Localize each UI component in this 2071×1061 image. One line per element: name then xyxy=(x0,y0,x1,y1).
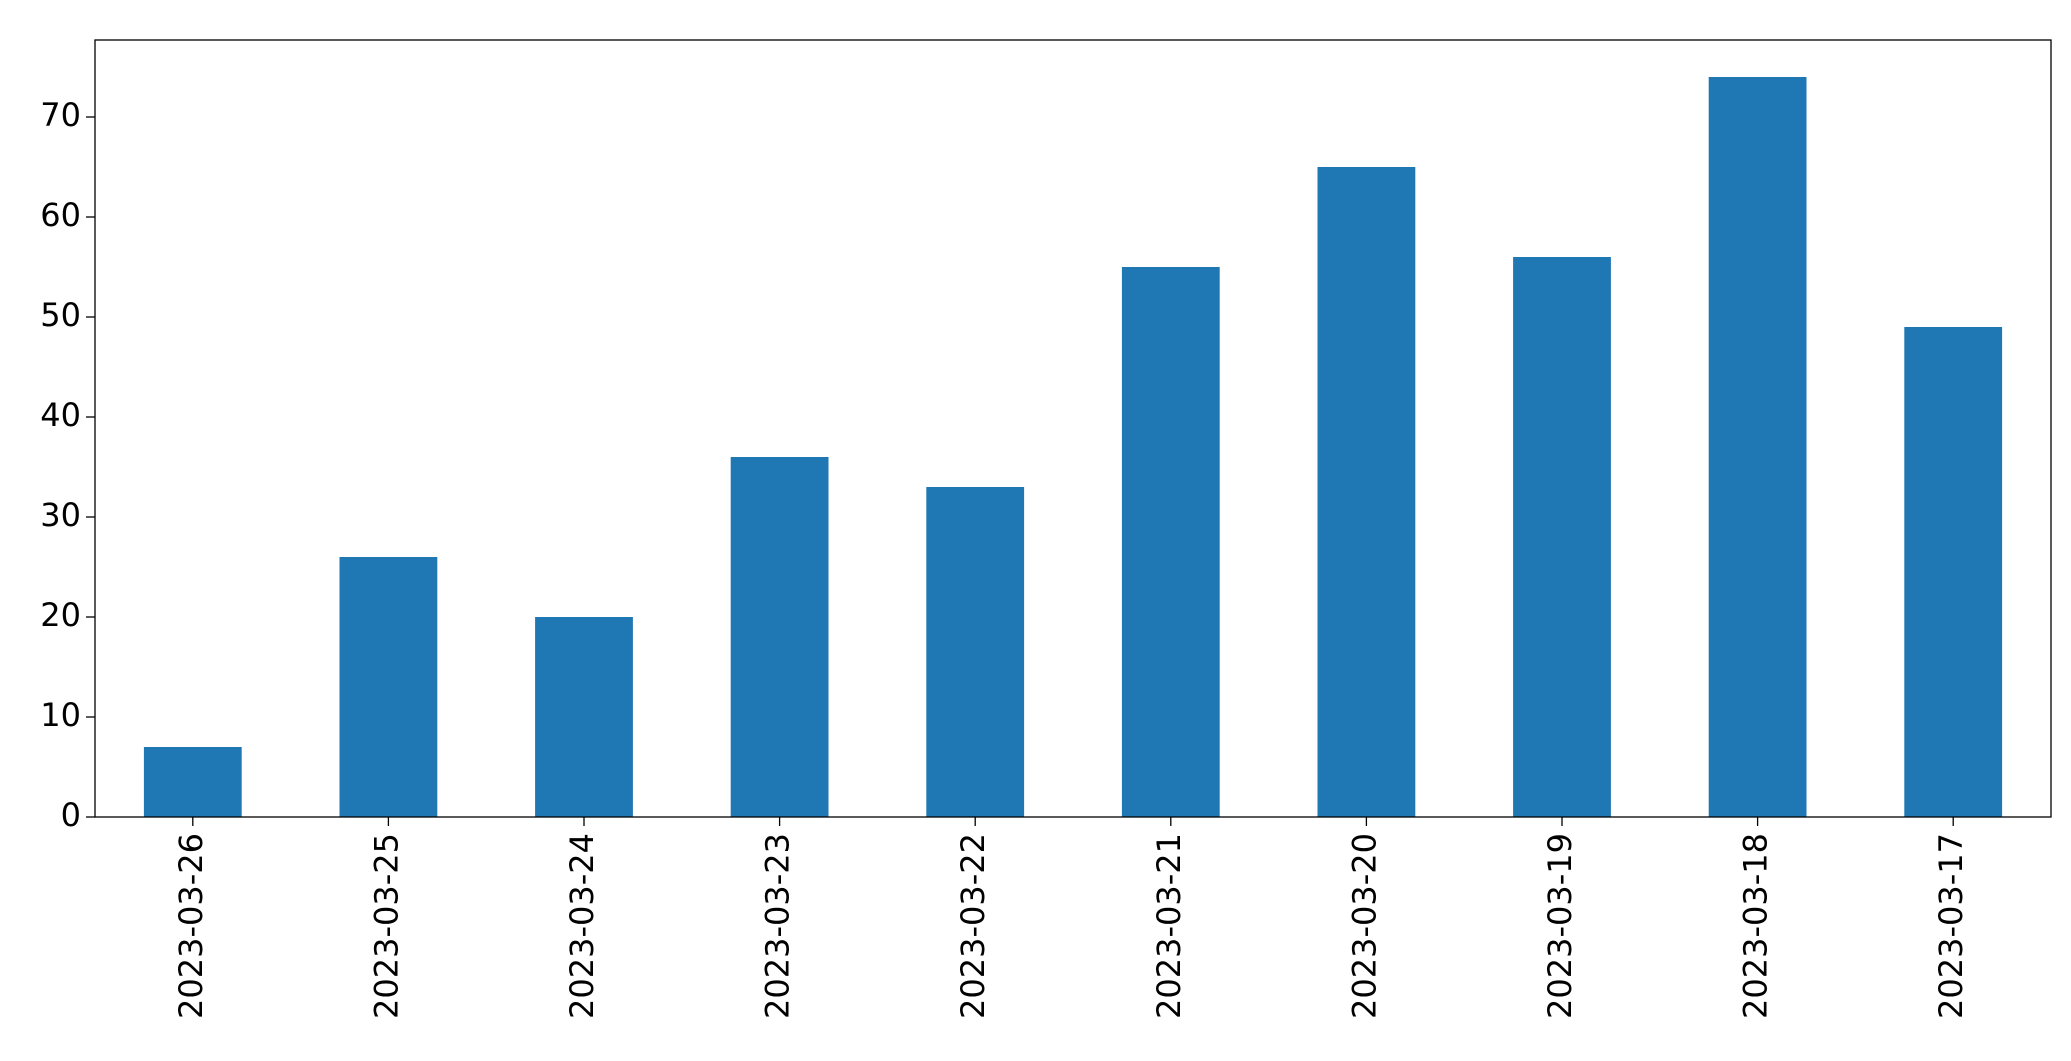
y-tick-label: 50 xyxy=(40,296,81,334)
y-tick-label: 60 xyxy=(40,196,81,234)
bar xyxy=(730,457,829,817)
x-tick-label: 2023-03-24 xyxy=(563,833,601,1019)
bar xyxy=(1121,267,1220,817)
x-tick-label: 2023-03-20 xyxy=(1345,833,1383,1019)
y-tick-label: 40 xyxy=(40,396,81,434)
y-tick-label: 10 xyxy=(40,696,81,734)
y-tick-label: 20 xyxy=(40,596,81,634)
y-tick-label: 30 xyxy=(40,496,81,534)
x-tick-label: 2023-03-17 xyxy=(1932,833,1970,1019)
bar xyxy=(1708,77,1807,817)
y-tick-label: 70 xyxy=(40,96,81,134)
bar xyxy=(1513,257,1611,817)
bar xyxy=(1904,327,2003,817)
plot-frame xyxy=(94,39,2052,818)
x-tick-label: 2023-03-23 xyxy=(759,833,797,1019)
x-tick-label: 2023-03-21 xyxy=(1150,833,1188,1019)
bar xyxy=(1317,167,1416,817)
bar xyxy=(143,747,242,817)
x-tick-label: 2023-03-25 xyxy=(367,833,405,1019)
x-tick-label: 2023-03-26 xyxy=(172,833,210,1019)
x-tick-label: 2023-03-19 xyxy=(1541,833,1579,1019)
y-tick-label: 0 xyxy=(61,796,81,834)
bar xyxy=(339,557,438,817)
x-tick-label: 2023-03-22 xyxy=(954,833,992,1019)
bar xyxy=(535,617,633,817)
bar xyxy=(926,487,1025,817)
x-tick-label: 2023-03-18 xyxy=(1737,833,1775,1019)
